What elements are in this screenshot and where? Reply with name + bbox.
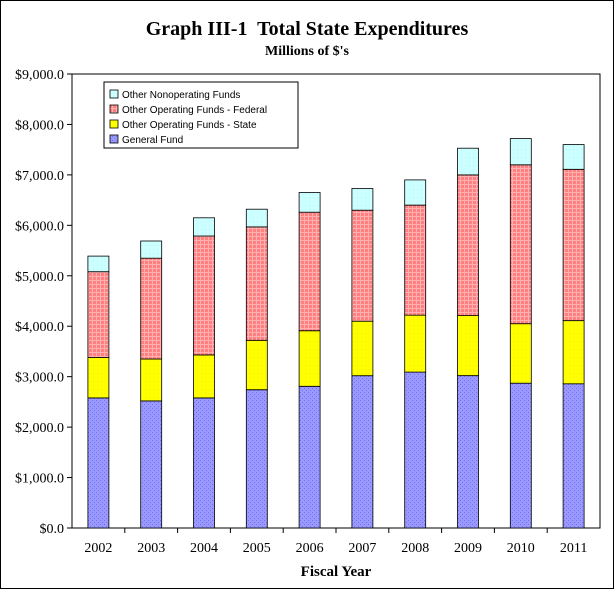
x-tick-label: 2003 (137, 541, 165, 556)
y-tick-label: $9,000.0 (15, 68, 64, 83)
plot-area: $0.0 $1,000.0 $2,000.0 $3,000.0 $4,000.0 $5,0… (15, 68, 601, 556)
legend-box (103, 81, 299, 149)
bar-segment (351, 209, 374, 322)
legend-swatch (109, 89, 119, 99)
x-tick-label: 2010 (507, 541, 535, 556)
legend-label: Other Operating Funds - Federal (122, 105, 267, 116)
x-tick-label: 2002 (84, 541, 112, 556)
bar-segment (509, 164, 532, 325)
bar-segment (457, 174, 479, 316)
y-tick-label: $5,000.0 (15, 270, 64, 285)
bar-segment (298, 385, 321, 529)
bar-segment (562, 144, 585, 170)
bar-segment (509, 138, 532, 166)
bar-segment (140, 257, 163, 360)
y-tick-label: $8,000.0 (15, 118, 64, 133)
bar-segment (457, 375, 479, 529)
bar-segment (298, 330, 321, 387)
bar-segment (245, 389, 268, 529)
y-tick-label: $3,000.0 (15, 371, 64, 386)
legend-label: Other Operating Funds - State (122, 120, 257, 131)
y-tick-label: $4,000.0 (15, 320, 64, 335)
bar-segment (351, 320, 374, 377)
bar-segment (509, 323, 532, 384)
y-tick-label: $0.0 (40, 522, 65, 537)
x-tick-label: 2004 (190, 541, 218, 556)
bar-segment (351, 375, 374, 529)
legend: Other Nonoperating Funds Other Operating … (103, 81, 299, 149)
bar-segment (404, 314, 427, 373)
legend-swatch (109, 119, 119, 129)
bar-segment (87, 397, 110, 529)
x-tick-label: 2008 (401, 541, 429, 556)
y-tick-label: $1,000.0 (15, 472, 64, 487)
bar-segment (193, 217, 215, 237)
bar-segment (193, 397, 215, 529)
x-axis-title: Fiscal Year (301, 564, 372, 580)
bar-segment (404, 371, 427, 529)
bar-segment (140, 240, 163, 259)
x-tick-label: 2009 (454, 541, 482, 556)
bar-segment (509, 382, 532, 529)
x-tick-label: 2007 (348, 541, 376, 556)
bar-segment (245, 339, 268, 391)
bar-segment (298, 192, 321, 213)
bar-segment (245, 208, 268, 228)
bar-segment (87, 357, 110, 399)
legend-label: General Fund (122, 135, 183, 146)
legend-swatch (109, 104, 119, 114)
bar-segment (193, 235, 215, 356)
x-tick-label: 2006 (296, 541, 324, 556)
chart-subtitle: Millions of $'s (264, 44, 349, 59)
bar-segment (404, 204, 427, 316)
bar-segment (457, 315, 479, 377)
x-tick-label: 2005 (243, 541, 271, 556)
bar-segment (87, 271, 110, 358)
y-tick-label: $6,000.0 (15, 219, 64, 234)
legend-label: Other Nonoperating Funds (122, 90, 240, 101)
bar-segment (140, 358, 163, 402)
bar-segment (245, 226, 268, 341)
bar-segment (404, 179, 427, 206)
bar-segment (457, 147, 479, 176)
bar-segment (298, 211, 321, 332)
y-tick-label: $7,000.0 (15, 169, 64, 184)
bar-segment (562, 320, 585, 385)
bar-segment (87, 255, 110, 273)
legend-swatch (109, 134, 119, 144)
x-tick-label: 2011 (560, 541, 587, 556)
bar-segment (562, 168, 585, 322)
bar-segment (140, 400, 163, 529)
bar-segment (562, 383, 585, 529)
y-tick-label: $2,000.0 (15, 421, 64, 436)
bar-segment (193, 354, 215, 399)
bar-segment (351, 188, 374, 211)
chart-title: Graph III-1 Total State Expenditures (145, 18, 469, 40)
